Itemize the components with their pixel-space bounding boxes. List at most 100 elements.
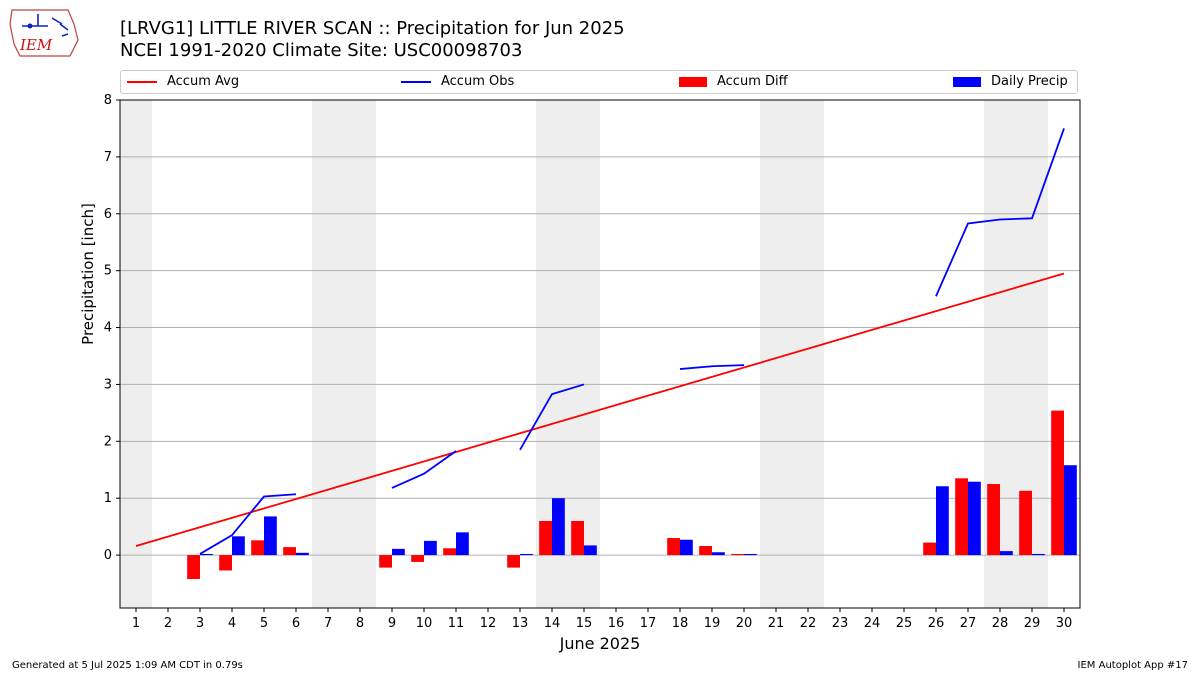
- accum-obs-line-segment-2: [391, 450, 457, 489]
- weekend-band-day-8: [344, 100, 376, 608]
- x-tick-label-19: 19: [704, 616, 721, 631]
- x-tick-label-3: 3: [196, 616, 204, 631]
- accum-diff-bar-day-14: [539, 520, 552, 556]
- y-tick-label-0: 0: [104, 548, 112, 563]
- daily-precip-bar-day-18: [680, 539, 693, 556]
- accum-diff-bar-day-26: [923, 542, 936, 556]
- x-tick-label-5: 5: [260, 616, 268, 631]
- chart-legend: Accum Avg Accum Obs Accum Diff Daily Pre…: [120, 70, 1078, 94]
- x-tick-label-12: 12: [480, 616, 497, 631]
- daily-precip-bar-day-30: [1064, 465, 1077, 556]
- accum-diff-bar-day-15: [571, 520, 584, 556]
- x-tick-label-16: 16: [608, 616, 625, 631]
- x-tick-label-11: 11: [448, 616, 465, 631]
- accum-diff-bar-day-13: [507, 555, 520, 568]
- daily-precip-bar-day-14: [552, 498, 565, 556]
- weekend-band-day-22: [792, 100, 824, 608]
- accum-obs-line-segment-1: [199, 493, 297, 555]
- x-tick-label-1: 1: [132, 616, 140, 631]
- weekend-band-day-7: [312, 100, 344, 608]
- daily-precip-bar-day-5: [264, 516, 277, 556]
- accum-diff-bar-day-29: [1019, 490, 1032, 556]
- daily-precip-bar-day-11: [456, 532, 469, 556]
- x-tick-label-4: 4: [228, 616, 236, 631]
- y-tick-label-5: 5: [104, 264, 112, 279]
- legend-label-accum-obs: Accum Obs: [441, 74, 515, 89]
- daily-precip-bar-day-13: [520, 553, 533, 556]
- y-tick-label-3: 3: [104, 377, 112, 392]
- accum-obs-line-segment-4: [679, 364, 745, 370]
- daily-precip-bar-day-10: [424, 540, 437, 556]
- legend-item-daily-precip: Daily Precip: [953, 74, 1068, 89]
- accum-obs-line-segment-3: [519, 383, 585, 451]
- daily-precip-bar-day-3: [200, 553, 213, 556]
- plot-frame: [119, 99, 1081, 609]
- chart-title: [LRVG1] LITTLE RIVER SCAN :: Precipitati…: [120, 18, 625, 39]
- x-tick-label-6: 6: [292, 616, 300, 631]
- accum-diff-bar-day-28: [987, 483, 1000, 556]
- y-tick-label-2: 2: [104, 434, 112, 449]
- x-tick-label-15: 15: [576, 616, 593, 631]
- accum-diff-bar-day-19: [699, 545, 712, 556]
- accum-diff-bar-day-5: [251, 540, 264, 556]
- x-tick-label-24: 24: [864, 616, 881, 631]
- daily-precip-bar-day-20: [744, 553, 757, 556]
- daily-precip-bar-day-28: [1000, 551, 1013, 556]
- x-tick-label-21: 21: [768, 616, 785, 631]
- x-tick-label-17: 17: [640, 616, 657, 631]
- iem-logo: IEM: [9, 9, 79, 57]
- app-credit: IEM Autoplot App #17: [1077, 660, 1188, 671]
- daily-precip-bar-day-4: [232, 536, 245, 556]
- legend-swatch-accum-diff: [679, 76, 707, 87]
- x-tick-label-2: 2: [164, 616, 172, 631]
- accum-avg-line: [135, 272, 1065, 547]
- accum-diff-bar-day-11: [443, 548, 456, 556]
- x-tick-label-29: 29: [1024, 616, 1041, 631]
- x-tick-label-13: 13: [512, 616, 529, 631]
- generated-timestamp: Generated at 5 Jul 2025 1:09 AM CDT in 0…: [12, 660, 243, 671]
- legend-swatch-accum-avg: [127, 80, 157, 83]
- accum-diff-bar-day-3: [187, 555, 200, 579]
- legend-label-daily-precip: Daily Precip: [991, 74, 1068, 89]
- x-tick-label-23: 23: [832, 616, 849, 631]
- x-tick-label-27: 27: [960, 616, 977, 631]
- daily-precip-bar-day-27: [968, 481, 981, 556]
- accum-diff-bar-day-10: [411, 555, 424, 562]
- legend-label-accum-diff: Accum Diff: [717, 74, 788, 89]
- logo-text: IEM: [19, 36, 53, 54]
- x-tick-label-20: 20: [736, 616, 753, 631]
- y-tick-label-8: 8: [104, 93, 112, 108]
- daily-precip-bar-day-29: [1032, 553, 1045, 556]
- accum-diff-bar-day-30: [1051, 410, 1064, 556]
- x-tick-label-22: 22: [800, 616, 817, 631]
- x-tick-label-26: 26: [928, 616, 945, 631]
- accum-diff-bar-day-6: [283, 547, 296, 556]
- daily-precip-bar-day-9: [392, 548, 405, 556]
- x-tick-label-7: 7: [324, 616, 332, 631]
- legend-item-accum-avg: Accum Avg: [127, 74, 239, 89]
- x-tick-label-14: 14: [544, 616, 561, 631]
- x-tick-label-8: 8: [356, 616, 364, 631]
- accum-diff-bar-day-20: [731, 553, 744, 556]
- legend-item-accum-diff: Accum Diff: [679, 74, 788, 89]
- legend-swatch-accum-obs: [401, 80, 431, 83]
- y-tick-label-6: 6: [104, 207, 112, 222]
- daily-precip-bar-day-6: [296, 552, 309, 556]
- weekend-band-day-21: [760, 100, 792, 608]
- x-tick-label-25: 25: [896, 616, 913, 631]
- y-tick-label-4: 4: [104, 321, 112, 336]
- accum-diff-bar-day-18: [667, 538, 680, 556]
- x-axis-label: June 2025: [559, 634, 641, 653]
- legend-label-accum-avg: Accum Avg: [167, 74, 240, 89]
- daily-precip-bar-day-15: [584, 545, 597, 556]
- daily-precip-bar-day-26: [936, 486, 949, 556]
- accum-diff-bar-day-27: [955, 478, 968, 556]
- y-tick-label-1: 1: [104, 491, 112, 506]
- accum-diff-bar-day-9: [379, 555, 392, 568]
- accum-diff-bar-day-4: [219, 555, 232, 571]
- legend-swatch-daily-precip: [953, 76, 981, 87]
- weekend-band-day-1: [120, 100, 152, 608]
- accum-obs-line-segment-5: [935, 128, 1065, 297]
- x-tick-label-18: 18: [672, 616, 689, 631]
